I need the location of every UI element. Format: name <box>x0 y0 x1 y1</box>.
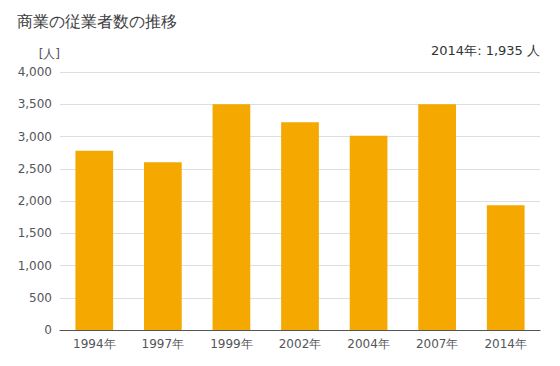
svg-text:2,000: 2,000 <box>18 194 52 208</box>
svg-text:2004年: 2004年 <box>347 337 390 351</box>
svg-text:1,500: 1,500 <box>18 226 52 240</box>
svg-text:2014年: 2014年 <box>484 337 527 351</box>
svg-text:4,000: 4,000 <box>18 65 52 79</box>
svg-text:2002年: 2002年 <box>279 337 322 351</box>
svg-text:1997年: 1997年 <box>142 337 185 351</box>
svg-text:1,000: 1,000 <box>18 259 52 273</box>
svg-text:500: 500 <box>29 291 52 305</box>
svg-text:2014年: 1,935 人: 2014年: 1,935 人 <box>431 43 540 58</box>
svg-text:2,500: 2,500 <box>18 162 52 176</box>
svg-text:商業の従業者数の推移: 商業の従業者数の推移 <box>17 12 177 31</box>
svg-text:[人]: [人] <box>39 47 60 61</box>
svg-text:0: 0 <box>44 323 52 337</box>
svg-text:3,500: 3,500 <box>18 97 52 111</box>
svg-text:1999年: 1999年 <box>210 337 253 351</box>
svg-text:1994年: 1994年 <box>73 337 116 351</box>
svg-text:2007年: 2007年 <box>416 337 459 351</box>
svg-text:3,000: 3,000 <box>18 130 52 144</box>
